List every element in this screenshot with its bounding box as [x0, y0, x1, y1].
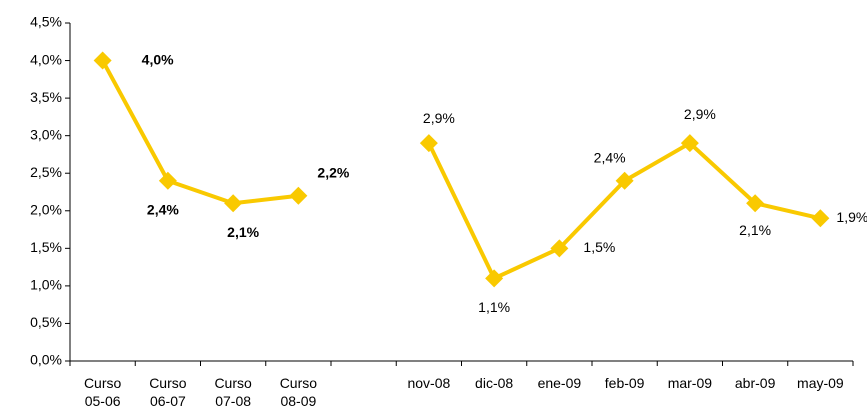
data-label: 2,9%	[684, 106, 716, 122]
data-label: 1,5%	[583, 239, 615, 255]
marker	[419, 134, 438, 153]
data-label: 2,1%	[739, 222, 771, 238]
y-tick-label: 3,0%	[30, 126, 62, 142]
y-tick-label: 4,5%	[30, 14, 62, 30]
data-label: 2,9%	[423, 110, 455, 126]
x-tick-label: abr-09	[734, 375, 776, 391]
y-tick-label: 0,0%	[30, 352, 62, 368]
data-label: 1,1%	[478, 299, 510, 315]
x-tick-label: dic-08	[475, 375, 514, 391]
y-tick-label: 3,5%	[30, 89, 62, 105]
x-tick-label: Curso 05-06	[83, 375, 122, 409]
marker	[746, 194, 765, 213]
marker	[158, 171, 177, 190]
marker	[93, 51, 112, 70]
y-tick-label: 4,0%	[30, 51, 62, 67]
x-tick-label: Curso 08-09	[279, 375, 318, 409]
marker	[485, 269, 504, 288]
data-label: 2,2%	[317, 164, 349, 180]
x-tick-label: Curso 07-08	[214, 375, 252, 409]
data-label: 1,9%	[836, 209, 867, 225]
series-line	[100, 59, 821, 281]
y-tick-label: 1,0%	[30, 277, 62, 293]
x-tick-label: nov-08	[407, 375, 451, 391]
data-label: 4,0%	[142, 51, 174, 67]
marker	[224, 194, 243, 213]
data-label: 2,4%	[594, 149, 626, 165]
x-tick-label: feb-09	[604, 375, 645, 391]
marker	[289, 186, 308, 205]
y-tick-label: 0,5%	[30, 314, 62, 330]
x-tick-label: may-09	[797, 375, 844, 391]
data-label: 2,4%	[147, 201, 179, 217]
x-tick-label: ene-09	[537, 375, 582, 391]
x-tick-label: Curso 06-07	[149, 375, 187, 409]
marker	[615, 171, 634, 190]
y-tick-label: 1,5%	[30, 239, 62, 255]
y-tick-label: 2,5%	[30, 164, 62, 180]
marker	[811, 209, 830, 228]
data-label: 2,1%	[227, 224, 259, 240]
marker	[550, 239, 569, 258]
marker	[680, 134, 699, 153]
x-tick-label: mar-09	[667, 375, 713, 391]
y-tick-label: 2,0%	[30, 201, 62, 217]
